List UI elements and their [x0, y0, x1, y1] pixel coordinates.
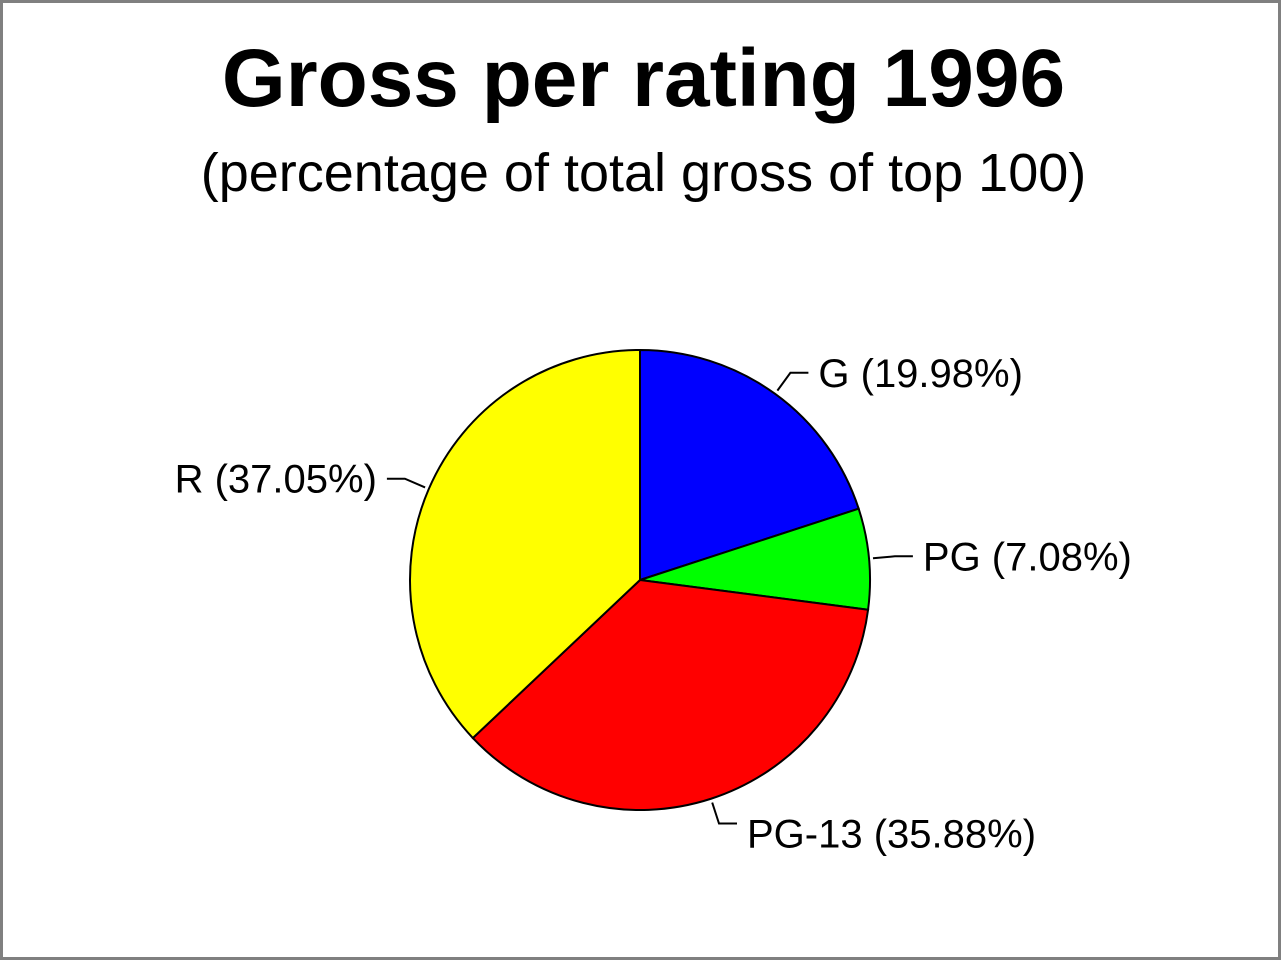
pie-slice-r [409, 348, 641, 740]
leader-line-r [386, 477, 426, 489]
pie-slice-pg [639, 507, 871, 611]
pie-slices [409, 348, 871, 811]
pie-leader-lines [386, 371, 913, 825]
leader-line-pg [872, 555, 913, 560]
slice-label-pg: PG (7.08%) [923, 535, 1132, 579]
slice-label-r: R (37.05%) [175, 458, 377, 502]
leader-line-g [776, 371, 809, 392]
pie-labels: G (19.98%) PG (7.08%) PG-13 (35.88%) R (37.… [175, 352, 1132, 857]
chart-subtitle: (percentage of total gross of top 100) [200, 143, 1087, 203]
leader-line-pg-13 [711, 802, 737, 825]
pie-slice-pg-13 [471, 578, 870, 811]
slice-label-g: G (19.98%) [818, 352, 1023, 396]
pie-slice-g [639, 348, 860, 582]
slice-label-pg-13: PG-13 (35.88%) [747, 813, 1036, 857]
chart-title: Gross per rating 1996 [221, 33, 1066, 124]
